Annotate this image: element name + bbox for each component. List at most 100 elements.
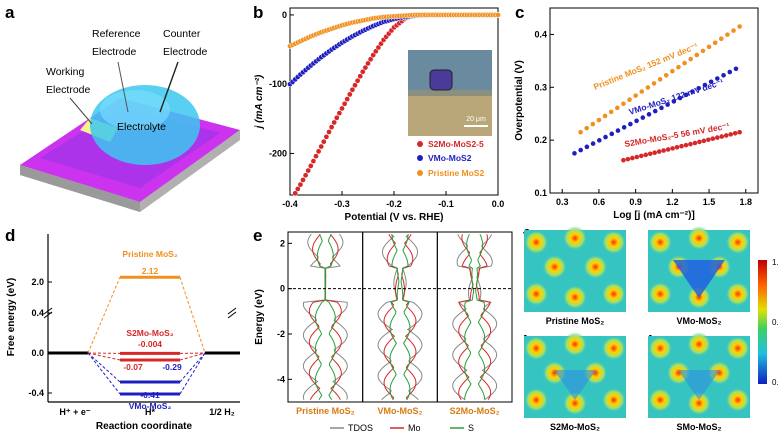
heatmap-spot	[524, 387, 549, 412]
data-point	[694, 52, 700, 58]
data-point	[700, 48, 706, 54]
data-point	[697, 139, 702, 145]
data-point	[331, 119, 338, 126]
x-tick-label: 1.5	[703, 197, 716, 207]
legend-label: Mo	[408, 423, 421, 433]
data-point	[349, 86, 356, 93]
data-point	[621, 101, 626, 107]
dos-curve	[475, 234, 492, 400]
y-tick-label: 0	[280, 284, 285, 294]
heatmap-spot	[725, 230, 750, 255]
data-point	[656, 149, 662, 154]
data-point	[608, 109, 614, 115]
heatmap-spot	[601, 281, 626, 306]
y-axis-label: j (mA cm⁻²)	[254, 74, 265, 130]
data-point	[572, 151, 577, 156]
y-tick-label: 0.0	[31, 348, 44, 358]
x-tick-label: -0.2	[386, 199, 402, 209]
droplet-highlight	[100, 90, 170, 130]
data-point	[292, 190, 299, 197]
x-tick-label: -0.4	[282, 199, 298, 209]
data-point	[661, 148, 666, 153]
y-tick-label: 2	[280, 238, 285, 248]
series-2	[287, 12, 501, 49]
heatmap-spot	[601, 336, 626, 361]
x-tick-label: -0.1	[438, 199, 454, 209]
panel-a-schematic	[20, 61, 240, 212]
inset-flake	[429, 69, 453, 91]
data-point	[665, 147, 671, 152]
data-point	[696, 86, 702, 91]
data-point	[578, 129, 583, 135]
data-point	[333, 114, 340, 121]
data-point	[674, 144, 680, 150]
x-category-label: 1/2 H₂	[209, 407, 235, 417]
energy-value-label: -0.004	[138, 339, 162, 349]
y-tick-label: -100	[269, 79, 287, 89]
colorbar-tick-label: 0.5	[772, 318, 779, 327]
dos-curve	[389, 234, 400, 400]
energy-value-label: 2.12	[142, 266, 159, 276]
data-point	[362, 64, 369, 71]
legend-label: Pristine MoS2	[428, 168, 484, 178]
heatmap-spot	[563, 226, 587, 251]
x-tick-label: 1.8	[740, 197, 753, 207]
legend-marker	[417, 155, 423, 161]
axis-break	[43, 307, 53, 315]
data-point	[692, 140, 698, 146]
x-axis-label: Log [j (mA cm⁻²)]	[613, 210, 695, 221]
dos-curve	[475, 234, 486, 400]
data-point	[326, 129, 332, 135]
heatmap-spot	[524, 336, 549, 361]
dos-curve	[458, 234, 474, 400]
data-point	[732, 130, 738, 136]
y-axis-label: Overpotential (V)	[514, 60, 525, 141]
data-point	[737, 129, 742, 135]
data-point	[307, 163, 314, 169]
data-point	[313, 153, 319, 160]
heatmap-spot	[601, 387, 626, 412]
reference-pointer	[117, 61, 129, 113]
data-point	[339, 105, 345, 112]
legend-marker	[417, 170, 423, 176]
data-point	[647, 151, 653, 157]
series-annotation: Pristine MoS₂ 152 mV dec⁻¹	[592, 41, 699, 92]
data-point	[718, 36, 724, 41]
data-point	[614, 105, 620, 111]
subpanel-label: VMo-MoS₂	[378, 406, 423, 416]
data-point	[737, 24, 742, 29]
dashed-connector	[179, 352, 206, 361]
heatmap-spot	[725, 336, 750, 361]
axis-break	[43, 311, 53, 319]
data-point	[634, 154, 640, 160]
data-point	[336, 110, 343, 116]
heatmap-spot	[583, 254, 608, 279]
data-point	[679, 143, 684, 149]
panel-d-free-energy-diagram: -0.4 0.0 0.4 2.0 Free energy (eV) Reaction co…	[6, 234, 240, 432]
data-point	[628, 121, 633, 127]
label-vmo: VMo-MoS₂	[129, 401, 172, 411]
panel-label-c: c	[515, 3, 525, 22]
data-point	[590, 121, 596, 127]
data-point	[359, 68, 366, 75]
data-point	[646, 112, 652, 117]
x-tick-label: 0.0	[492, 199, 505, 209]
y-tick-label: 0.1	[534, 188, 547, 198]
subpanel-label: Pristine MoS₂	[296, 406, 355, 416]
data-point	[719, 134, 725, 139]
data-point	[643, 152, 649, 158]
axis-break	[227, 307, 237, 315]
x-axis-label: Reaction coordinate	[96, 421, 193, 432]
data-point	[725, 32, 730, 37]
data-point	[727, 69, 733, 75]
defect-region	[554, 370, 596, 400]
heatmap-spot	[648, 387, 673, 412]
data-point	[597, 138, 602, 143]
heatmap-spot	[648, 336, 673, 361]
y-tick-label: -4	[277, 374, 285, 384]
data-point	[728, 132, 734, 137]
inset-scale-label: 20 μm	[466, 116, 486, 123]
heatmap-spot	[542, 254, 567, 279]
data-point	[638, 153, 644, 159]
data-point	[602, 113, 608, 119]
